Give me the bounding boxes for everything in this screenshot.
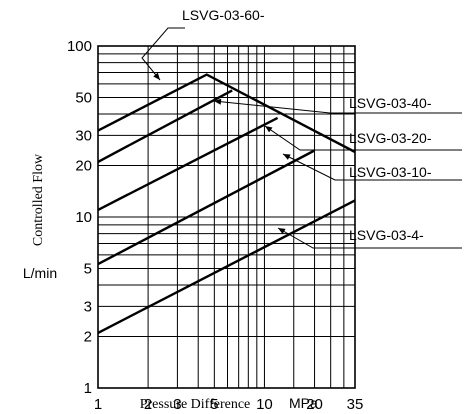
series-leader-arrow [214, 98, 222, 105]
x-axis-title: Pressure Difference [140, 397, 251, 412]
grid [98, 46, 355, 388]
x-axis-unit: MPa [289, 395, 318, 411]
y-tick-label: 10 [75, 209, 92, 226]
series-labels: LSVG-03-60- LSVG-03-40- LSVG-03-20- LSVG-03… [182, 7, 432, 243]
series-line-lsvg-03-4 [97, 199, 356, 334]
series-line-lsvg-03-20 [97, 116, 279, 211]
series-label: LSVG-03-40- [349, 95, 432, 111]
y-tick-label: 100 [67, 38, 92, 55]
y-tick-label: 1 [84, 380, 92, 397]
x-tick-label: 35 [347, 396, 364, 413]
series-label: LSVG-03-4- [349, 227, 424, 243]
series-lines [97, 73, 356, 334]
series-leader-line [277, 227, 462, 249]
y-tick-labels: 1 2 3 5 10 20 30 50 100 [67, 38, 92, 397]
x-tick-label: 20 [306, 396, 323, 413]
y-tick-label: 30 [75, 127, 92, 144]
x-tick-label: 5 [210, 396, 218, 413]
series-label: LSVG-03-60- [182, 7, 265, 23]
series-leader-arrow [283, 154, 291, 160]
series-line-lsvg-03-60 [97, 73, 356, 154]
x-tick-labels: 1 2 3 5 10 20 35 [94, 396, 364, 413]
series-leader-arrow [153, 72, 160, 80]
series-leader-line [264, 125, 462, 151]
plot-frame [97, 45, 356, 389]
series-label-leaders [141, 27, 462, 249]
series-leader-line [141, 27, 185, 81]
series-leader-arrow [278, 228, 286, 235]
series-line-lsvg-03-40 [97, 89, 233, 163]
y-axis-title: Controlled Flow [31, 153, 46, 246]
series-leader-line [282, 153, 462, 181]
series-leader-line [213, 100, 462, 114]
x-tick-label: 10 [256, 396, 273, 413]
y-tick-label: 3 [84, 298, 92, 315]
y-tick-label: 2 [84, 329, 92, 346]
series-label: LSVG-03-20- [349, 130, 432, 146]
y-tick-label: 20 [75, 158, 92, 175]
y-axis-unit: L/min [23, 265, 57, 281]
x-tick-label: 2 [144, 396, 152, 413]
series-leader-arrow [265, 126, 273, 133]
x-tick-label: 1 [94, 396, 102, 413]
series-label: LSVG-03-10- [349, 164, 432, 180]
series-line-lsvg-03-10 [97, 149, 316, 266]
y-tick-label: 50 [75, 89, 92, 106]
x-tick-label: 3 [173, 396, 181, 413]
plot-border [97, 45, 356, 389]
y-tick-label: 5 [84, 260, 92, 277]
